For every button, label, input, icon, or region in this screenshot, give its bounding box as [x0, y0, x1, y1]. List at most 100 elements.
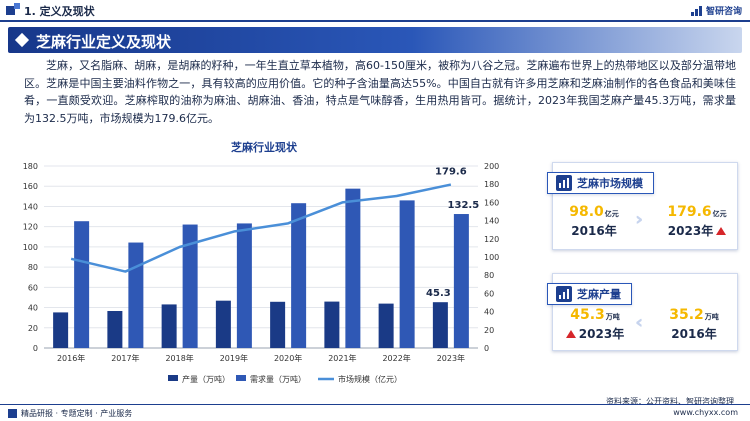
y-right-tick-label: 180: [484, 180, 499, 189]
bar-demand: [182, 224, 198, 348]
data-label-market-2023: 179.6: [435, 167, 467, 178]
production-stat-2023: 45.3万吨 2023年: [559, 304, 631, 342]
market-stat-2023: 179.6亿元 2023年: [661, 201, 733, 239]
y-left-tick-label: 140: [23, 202, 38, 211]
production-value-2023: 45.3: [570, 307, 605, 323]
x-tick-label: 2020年: [274, 353, 302, 363]
footer-url: www.chyxx.com: [673, 408, 738, 417]
combo-chart: 0 20 40 60 80 100 120 140 160 180 0 20 40 60 80 100 120 1…: [23, 162, 500, 384]
section-marker-icon: [6, 6, 15, 15]
bar-demand: [291, 203, 307, 348]
y-left-tick-label: 0: [33, 344, 38, 353]
bar-demand: [74, 221, 90, 348]
legend-bar-swatch: [236, 375, 246, 381]
top-bar: 1. 定义及现状 智研咨询: [0, 0, 750, 22]
bar-demand: [345, 188, 361, 348]
chart-title: 芝麻行业现状: [231, 141, 297, 154]
y-right-tick-label: 120: [484, 235, 499, 244]
chevron-right-icon: ›››: [635, 209, 645, 230]
production-unit-2023: 万吨: [605, 313, 620, 321]
data-label-production-2023: 45.3: [426, 288, 451, 299]
production-year-2016: 2016年: [671, 327, 717, 341]
bar-demand: [399, 200, 415, 348]
arrow-up-icon: [716, 227, 727, 235]
x-tick-label: 2021年: [328, 353, 356, 363]
brand-logo-icon: [690, 5, 703, 16]
production-value-2016: 35.2: [669, 307, 704, 323]
chart-icon: [556, 175, 572, 191]
legend-label: 需求量（万吨）: [250, 374, 306, 384]
footer: 精品研报 · 专题定制 · 产业服务 www.chyxx.com: [0, 404, 750, 421]
production-card-title: 芝麻产量: [577, 288, 621, 301]
chevron-left-icon: ‹‹‹: [635, 312, 645, 333]
diamond-icon: [14, 32, 30, 48]
y-left-tick-label: 80: [28, 263, 38, 272]
y-right-tick-label: 20: [484, 326, 494, 335]
bar-production: [324, 301, 340, 348]
y-left-tick-label: 160: [23, 182, 38, 191]
production-year-2023: 2023年: [578, 327, 625, 341]
bar-chart-icon: [556, 286, 572, 302]
title-banner: 芝麻行业定义及现状: [8, 27, 742, 53]
market-card-title: 芝麻市场规模: [577, 177, 643, 190]
top-divider: [0, 20, 750, 22]
production-unit-2016: 万吨: [704, 313, 719, 321]
bar-production: [270, 301, 286, 348]
production-card-header: 芝麻产量: [547, 283, 632, 305]
data-label-demand-2023: 132.5: [448, 200, 480, 211]
y-right-tick-label: 100: [484, 253, 499, 262]
y-right-tick-label: 40: [484, 308, 494, 317]
y-left-tick-label: 120: [23, 223, 38, 232]
legend-bar-swatch: [168, 375, 178, 381]
market-value-2023: 179.6: [667, 204, 712, 220]
y-right-tick-label: 0: [484, 344, 489, 353]
bar-production: [215, 300, 231, 348]
market-unit-2023: 亿元: [712, 210, 727, 218]
banner-title: 芝麻行业定义及现状: [36, 33, 172, 51]
market-unit-2016: 亿元: [604, 210, 619, 218]
y-right-tick-label: 200: [484, 162, 499, 171]
y-right-tick-label: 140: [484, 217, 499, 226]
production-stat-2016: 35.2万吨 2016年: [659, 304, 729, 342]
bar-production: [107, 310, 123, 348]
intro-paragraph: 芝麻，又名脂麻、胡麻，是胡麻的籽种，一年生直立草本植物，高60-150厘米，被称…: [24, 59, 736, 125]
bar-production: [53, 312, 69, 348]
y-right-tick-label: 160: [484, 198, 499, 207]
market-value-2016: 98.0: [569, 204, 604, 220]
production-card: 芝麻产量 45.3万吨 2023年 ‹‹‹ 35.2万吨 2016年: [547, 273, 738, 351]
section-title: 1. 定义及现状: [24, 5, 95, 18]
section-marker-small-icon: [14, 3, 20, 9]
y-left-tick-label: 20: [28, 324, 38, 333]
bar-demand: [453, 214, 469, 348]
x-tick-label: 2022年: [382, 353, 410, 363]
y-left-tick-label: 60: [28, 283, 38, 292]
y-right-tick-label: 80: [484, 271, 494, 280]
market-year-2023: 2023年: [667, 224, 714, 238]
legend-label: 市场规模（亿元）: [338, 374, 402, 384]
x-tick-label: 2017年: [111, 353, 139, 363]
x-tick-label: 2023年: [437, 353, 465, 363]
line-market-size: [70, 183, 452, 273]
y-right-tick-label: 60: [484, 289, 494, 298]
bar-production: [161, 304, 177, 348]
market-year-2016: 2016年: [571, 224, 617, 238]
brand: 智研咨询: [690, 4, 742, 17]
x-tick-label: 2018年: [165, 353, 193, 363]
x-tick-label: 2016年: [57, 353, 85, 363]
x-tick-label: 2019年: [220, 353, 248, 363]
footer-left: 精品研报 · 专题定制 · 产业服务: [8, 408, 132, 419]
bar-production: [432, 302, 448, 348]
y-left-tick-label: 100: [23, 243, 38, 252]
bar-demand: [236, 223, 252, 348]
y-left-tick-label: 40: [28, 304, 38, 313]
bar-demand: [128, 242, 144, 348]
footer-tagline: 精品研报 · 专题定制 · 产业服务: [21, 409, 133, 418]
market-card-header: 芝麻市场规模: [547, 172, 654, 194]
bar-production: [378, 303, 394, 348]
market-size-card: 芝麻市场规模 98.0亿元 2016年 ››› 179.6亿元 2023年: [547, 162, 738, 250]
market-stat-2016: 98.0亿元 2016年: [563, 201, 625, 239]
arrow-up-icon: [565, 330, 576, 338]
footer-square-icon: [8, 409, 17, 418]
legend-label: 产量（万吨）: [182, 374, 230, 384]
y-left-tick-label: 180: [23, 162, 38, 171]
